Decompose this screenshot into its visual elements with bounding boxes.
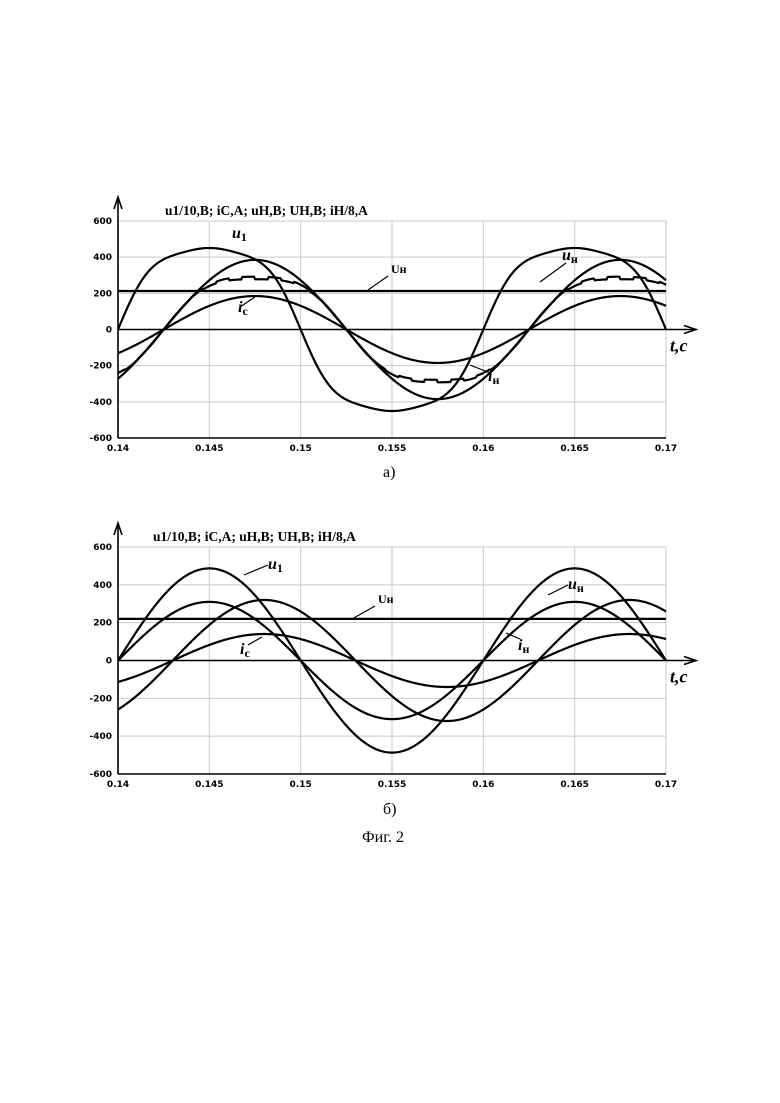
chart-a-y-tick-label: -600 xyxy=(89,434,112,444)
chart-a-x-tick-label: 0.15 xyxy=(290,444,312,454)
chart-a-x-tick-label: 0.17 xyxy=(655,444,677,454)
chart-b: 600 400 200 0 -200 -400 -6000.14 0.145 0.15 0.155… xyxy=(0,515,780,795)
chart-a-y-tick-label: -400 xyxy=(89,398,112,408)
subplot-label-a: а) xyxy=(383,464,395,482)
chart-b-title: u1/10,B; iC,A; uH,B; UH,B; iH/8,A xyxy=(153,529,356,544)
chart-b-x-tick-label: 0.14 xyxy=(107,780,129,790)
chart-a-y-tick-label: 0 xyxy=(106,326,112,336)
chart-b-leader-u1 xyxy=(244,565,268,575)
chart-a-label-iH: iн xyxy=(488,368,499,387)
chart-b-label-uH: uн xyxy=(568,576,584,595)
chart-a-label-UH: Uн xyxy=(391,262,407,276)
subplot-label-b: б) xyxy=(383,801,396,819)
chart-a-y-tick-label: 600 xyxy=(93,217,112,227)
chart-b-x-tick-label: 0.165 xyxy=(560,780,588,790)
chart-b-y-tick-label: 400 xyxy=(93,581,112,591)
chart-b-label-u1: u1 xyxy=(268,556,283,575)
chart-b-y-tick-label: 200 xyxy=(93,619,112,629)
chart-b-y-tick-label: 0 xyxy=(106,657,112,667)
figure-caption: Фиг. 2 xyxy=(362,829,404,847)
chart-a-leader-iH xyxy=(470,365,490,373)
chart-a-y-tick-label: 200 xyxy=(93,289,112,299)
chart-b-label-iH: iн xyxy=(518,637,529,656)
chart-a-leader-uH xyxy=(540,263,566,282)
chart-a-x-tick-label: 0.155 xyxy=(378,444,406,454)
chart-a-label-u1: u1 xyxy=(232,225,247,244)
chart-b-x-tick-label: 0.15 xyxy=(290,780,312,790)
chart-b-leader-uH xyxy=(548,585,568,595)
chart-b-y-tick-label: -200 xyxy=(89,694,112,704)
chart-a: 600 400 200 0 -200 -400 -6000.14 0.145 0.15 0.155… xyxy=(0,185,780,465)
chart-b-label-UH: Uн xyxy=(378,592,394,606)
chart-a-x-tick-label: 0.16 xyxy=(472,444,494,454)
chart-a-y-tick-label: 400 xyxy=(93,253,112,263)
chart-a-x-axis-label: t,c xyxy=(670,336,688,356)
chart-b-x-tick-label: 0.145 xyxy=(195,780,223,790)
chart-a-leader-UH xyxy=(368,276,388,290)
chart-b-leader-UH xyxy=(352,606,375,619)
chart-b-x-tick-label: 0.17 xyxy=(655,780,677,790)
chart-b-y-tick-label: -600 xyxy=(89,770,112,780)
chart-a-svg: 600 400 200 0 -200 -400 -6000.14 0.145 0.15 0.155… xyxy=(0,185,780,465)
chart-b-y-tick-label: 600 xyxy=(93,543,112,553)
chart-b-y-tick-label: -400 xyxy=(89,732,112,742)
chart-a-label-uH: uн xyxy=(562,247,578,266)
chart-b-x-tick-label: 0.155 xyxy=(378,780,406,790)
chart-b-x-axis-label: t,c xyxy=(670,667,688,687)
chart-a-title: u1/10,B; iC,A; uH,B; UH,B; iH/8,A xyxy=(165,203,368,218)
chart-b-svg: 600 400 200 0 -200 -400 -6000.14 0.145 0.15 0.155… xyxy=(0,515,780,795)
chart-a-x-tick-label: 0.14 xyxy=(107,444,129,454)
chart-a-x-tick-label: 0.165 xyxy=(560,444,588,454)
chart-a-y-tick-label: -200 xyxy=(89,362,112,372)
chart-b-x-tick-label: 0.16 xyxy=(472,780,494,790)
chart-a-x-tick-label: 0.145 xyxy=(195,444,223,454)
chart-b-leader-iC xyxy=(248,637,262,645)
